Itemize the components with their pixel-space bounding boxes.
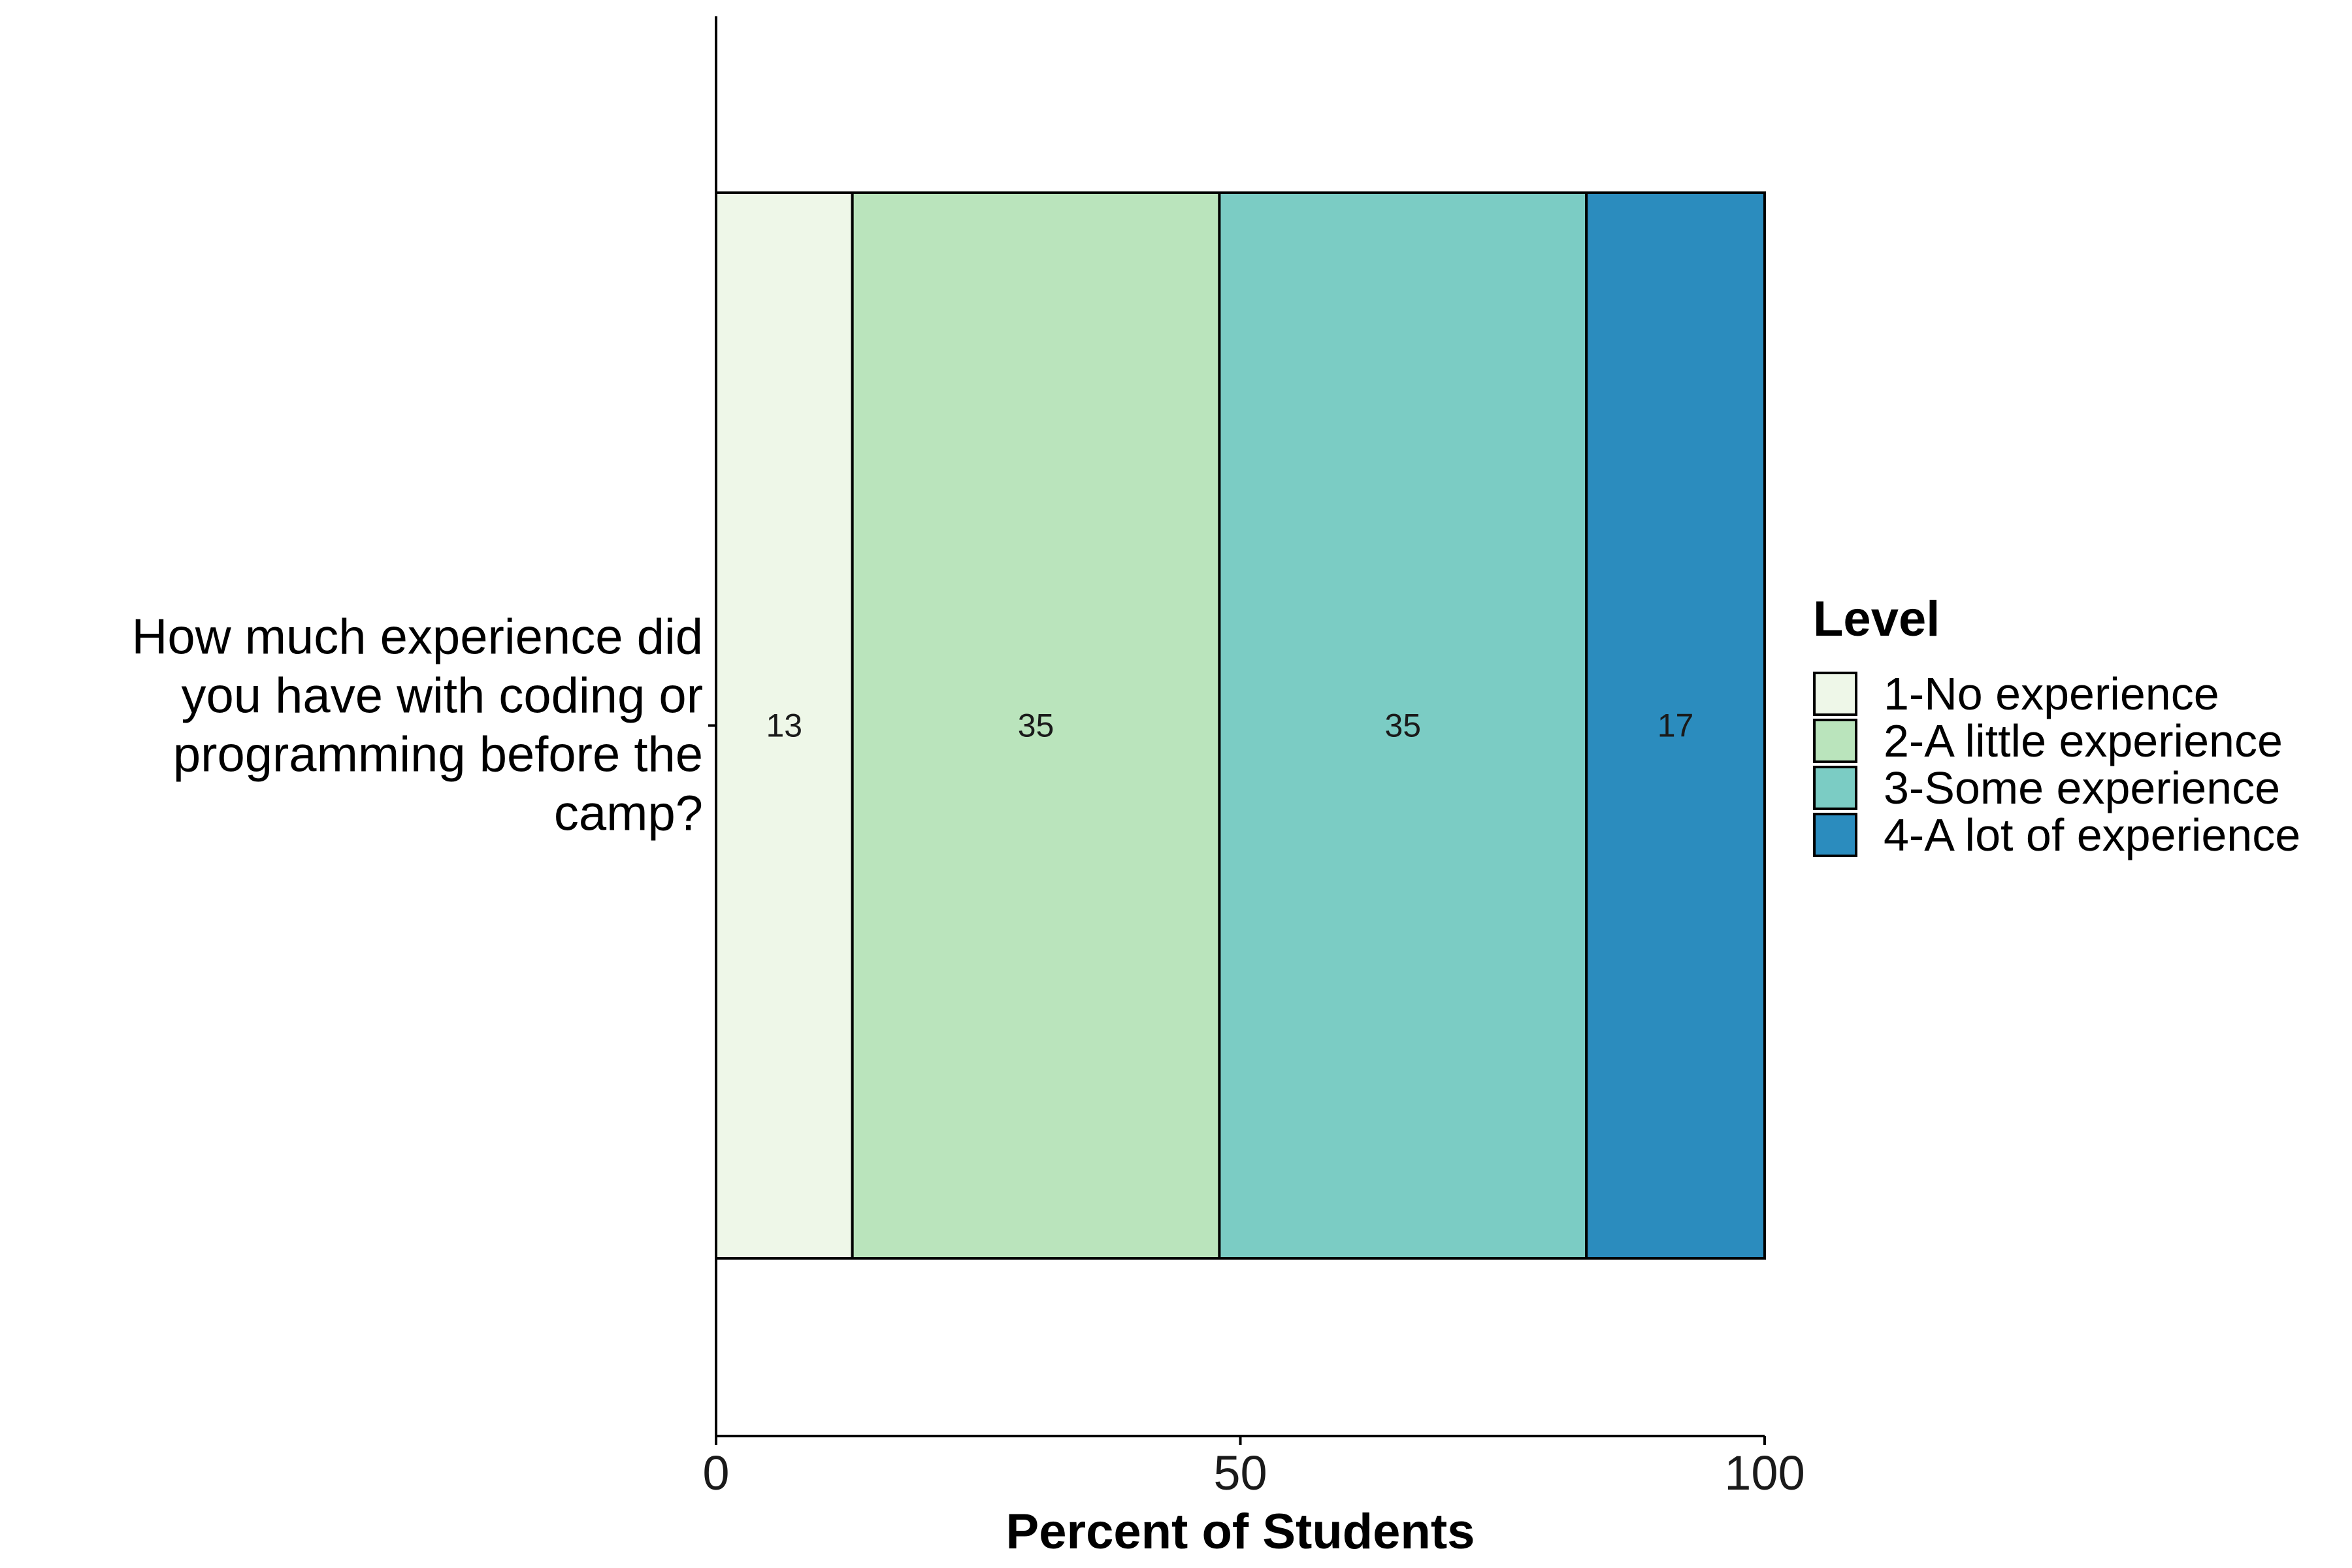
bar-group — [715, 191, 1766, 1260]
bar-segment-2 — [851, 191, 1221, 1260]
legend-key-2 — [1813, 719, 1857, 763]
bar-segment-1 — [715, 191, 854, 1260]
category-label-line: camp? — [554, 786, 703, 841]
legend-key-3 — [1813, 766, 1857, 810]
segment-value-label-4: 17 — [1658, 708, 1694, 744]
category-label-line: programming before the — [173, 727, 703, 783]
legend-label-4: 4-A lot of experience — [1884, 809, 2300, 860]
legend-key-4 — [1813, 813, 1857, 857]
category-label-line: How much experience did — [132, 610, 703, 665]
bar-segment-3 — [1218, 191, 1588, 1260]
x-axis-title: Percent of Students — [1006, 1504, 1475, 1560]
segment-label-group: 13 35 35 17 — [766, 708, 1694, 744]
category-label-line: you have with coding or — [182, 668, 703, 724]
segment-value-label-1: 13 — [766, 708, 803, 744]
legend-label-3: 3-Some experience — [1884, 762, 2280, 813]
x-tick-label: 50 — [1213, 1446, 1267, 1500]
bar-segment-4 — [1585, 191, 1766, 1260]
x-tick-label: 100 — [1724, 1446, 1805, 1500]
category-label: How much experience did you have with cod… — [132, 610, 703, 841]
category-label-text: How much experience did you have with cod… — [132, 610, 703, 841]
segment-value-label-3: 35 — [1384, 708, 1421, 744]
legend-label-2: 2-A little experience — [1884, 715, 2283, 766]
x-tick-label: 0 — [702, 1446, 729, 1500]
legend-label-1: 1-No experience — [1884, 668, 2219, 719]
segment-value-label-2: 35 — [1018, 708, 1054, 744]
legend-key-1 — [1813, 672, 1857, 716]
x-tick-group: 0 50 100 — [702, 1436, 1805, 1500]
legend-title: Level — [1813, 591, 1940, 647]
